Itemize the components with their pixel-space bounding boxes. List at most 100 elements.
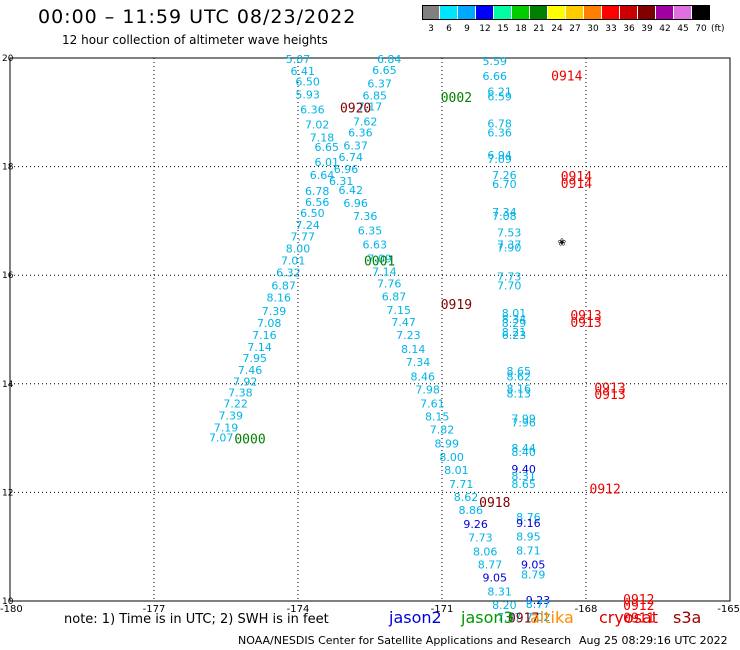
wave-height-point: 8.00 <box>286 242 311 255</box>
wave-height-point: 5.93 <box>295 88 320 101</box>
wave-height-point: 7.16 <box>252 329 277 342</box>
wave-height-point: 7.71 <box>449 478 474 491</box>
wave-height-point: 8.79 <box>521 569 546 582</box>
wave-height-point: 9.23 <box>526 594 551 607</box>
time-label: 0913 <box>570 316 601 331</box>
plot-frame <box>9 57 731 602</box>
wave-height-point: 6.50 <box>295 75 320 88</box>
wave-height-point: 6.31 <box>329 175 354 188</box>
legend-swatch-21 <box>530 5 547 20</box>
wave-height-point: 8.44 <box>511 442 536 455</box>
wave-height-point: 6.85 <box>363 89 388 102</box>
wave-height-point: 8.16 <box>267 292 292 305</box>
wave-height-point: 7.19 <box>214 422 239 435</box>
wave-height-point: 9.26 <box>463 518 488 531</box>
wave-height-point: 8.16 <box>507 382 532 395</box>
wave-height-point: 7.39 <box>262 305 287 318</box>
y-tick-label: 10 <box>2 597 14 607</box>
wave-height-point: 7.26 <box>492 169 517 182</box>
wave-height-point: 8.46 <box>411 370 436 383</box>
wave-height-point: 6.96 <box>343 197 368 210</box>
wave-height-point: 7.09 <box>367 252 392 265</box>
time-label: 0000 <box>234 433 265 448</box>
legend-label-30: 30 <box>587 24 599 34</box>
time-label: 0001 <box>364 255 395 270</box>
map-marker: ❀ <box>558 238 566 249</box>
satellite-altika: altika <box>530 608 574 627</box>
legend-label-6: 6 <box>446 24 452 34</box>
legend-swatch-12 <box>476 5 493 20</box>
legend-swatch-33 <box>602 5 619 20</box>
wave-height-point: 8.95 <box>516 530 541 543</box>
wave-height-point: 7.01 <box>281 254 306 267</box>
legend-swatch-3 <box>422 5 439 20</box>
legend-unit: (ft) <box>711 24 725 34</box>
wave-height-point: 7.90 <box>497 241 522 254</box>
wave-height-point: 6.36 <box>348 127 373 140</box>
wave-height-point: 8.00 <box>439 451 464 464</box>
legend-swatch-9 <box>458 5 475 20</box>
note-text: note: 1) Time is in UTC; 2) SWH is in fe… <box>64 612 329 627</box>
legend-label-27: 27 <box>569 24 581 34</box>
wave-height-point: 6.87 <box>271 280 296 293</box>
time-label: 0914 <box>561 170 592 185</box>
x-tick-label: -174 <box>287 604 310 615</box>
wave-height-point: 6.41 <box>291 65 316 78</box>
legend-swatch-6 <box>440 5 457 20</box>
time-label: 0914 <box>551 69 582 84</box>
wave-height-point: 7.98 <box>415 383 440 396</box>
wave-height-point: 9.05 <box>521 559 546 572</box>
wave-height-point: 8.65 <box>511 478 536 491</box>
wave-height-point: 6.32 <box>276 267 301 280</box>
wave-height-point: 8.21 <box>502 326 527 339</box>
x-tick-label: -180 <box>0 604 23 615</box>
chart-subtitle: 12 hour collection of altimeter wave hei… <box>62 33 328 47</box>
wave-height-point: 6.21 <box>487 85 512 98</box>
wave-height-point: 7.62 <box>353 116 378 129</box>
wave-height-point: 8.29 <box>502 317 527 330</box>
wave-height-point: 6.70 <box>492 178 517 191</box>
wave-height-point: 7.39 <box>219 410 244 423</box>
time-label: 0913 <box>594 382 625 397</box>
legend-label-18: 18 <box>515 24 527 34</box>
wave-height-point: 8.34 <box>502 313 527 326</box>
wave-height-point: 6.87 <box>382 291 407 304</box>
wave-height-point: 6.64 <box>310 169 335 182</box>
wave-height-point: 6.37 <box>343 140 368 153</box>
time-label: 0911 <box>623 611 654 626</box>
legend-label-15: 15 <box>497 24 509 34</box>
wave-height-point: 8.86 <box>459 504 484 517</box>
wave-height-point: 7.37 <box>497 611 522 624</box>
chart-title: 00:00 – 11:59 UTC 08/23/2022 <box>38 6 357 28</box>
wave-height-point: 7.73 <box>468 531 493 544</box>
wave-height-point: 7.34 <box>406 356 431 369</box>
legend-swatch-42 <box>656 5 673 20</box>
wave-height-point: 7.53 <box>497 226 522 239</box>
legend-label-33: 33 <box>605 24 617 34</box>
legend-label-36: 36 <box>623 24 635 34</box>
wave-height-point: 8.31 <box>511 470 536 483</box>
time-label: 0913 <box>594 388 625 403</box>
wave-height-point: 6.94 <box>487 149 512 162</box>
wave-height-point: 6.74 <box>339 151 364 164</box>
legend-swatch-24 <box>548 5 565 20</box>
wave-height-point: 6.65 <box>372 64 397 77</box>
time-label: 0920 <box>340 101 371 116</box>
footer-credit: NOAA/NESDIS Center for Satellite Applica… <box>238 634 572 647</box>
y-tick-label: 18 <box>2 163 14 173</box>
legend-label-42: 42 <box>659 24 671 34</box>
x-tick-label: -177 <box>143 604 166 615</box>
y-tick-label: 16 <box>2 271 14 281</box>
satellite-s3a: s3a <box>673 608 702 627</box>
wave-height-point: 7.14 <box>372 266 397 279</box>
wave-height-point: 8.31 <box>487 586 512 599</box>
legend-swatch-27 <box>566 5 583 20</box>
legend-swatch-39 <box>638 5 655 20</box>
wave-height-point: 7.24 <box>295 219 320 232</box>
satellite-cryosat: cryosat <box>599 608 659 627</box>
time-label: 0912 <box>623 599 654 614</box>
wave-height-point: 6.78 <box>305 185 330 198</box>
wave-height-point: 6.37 <box>367 77 392 90</box>
wave-height-point: 6.66 <box>483 70 508 83</box>
